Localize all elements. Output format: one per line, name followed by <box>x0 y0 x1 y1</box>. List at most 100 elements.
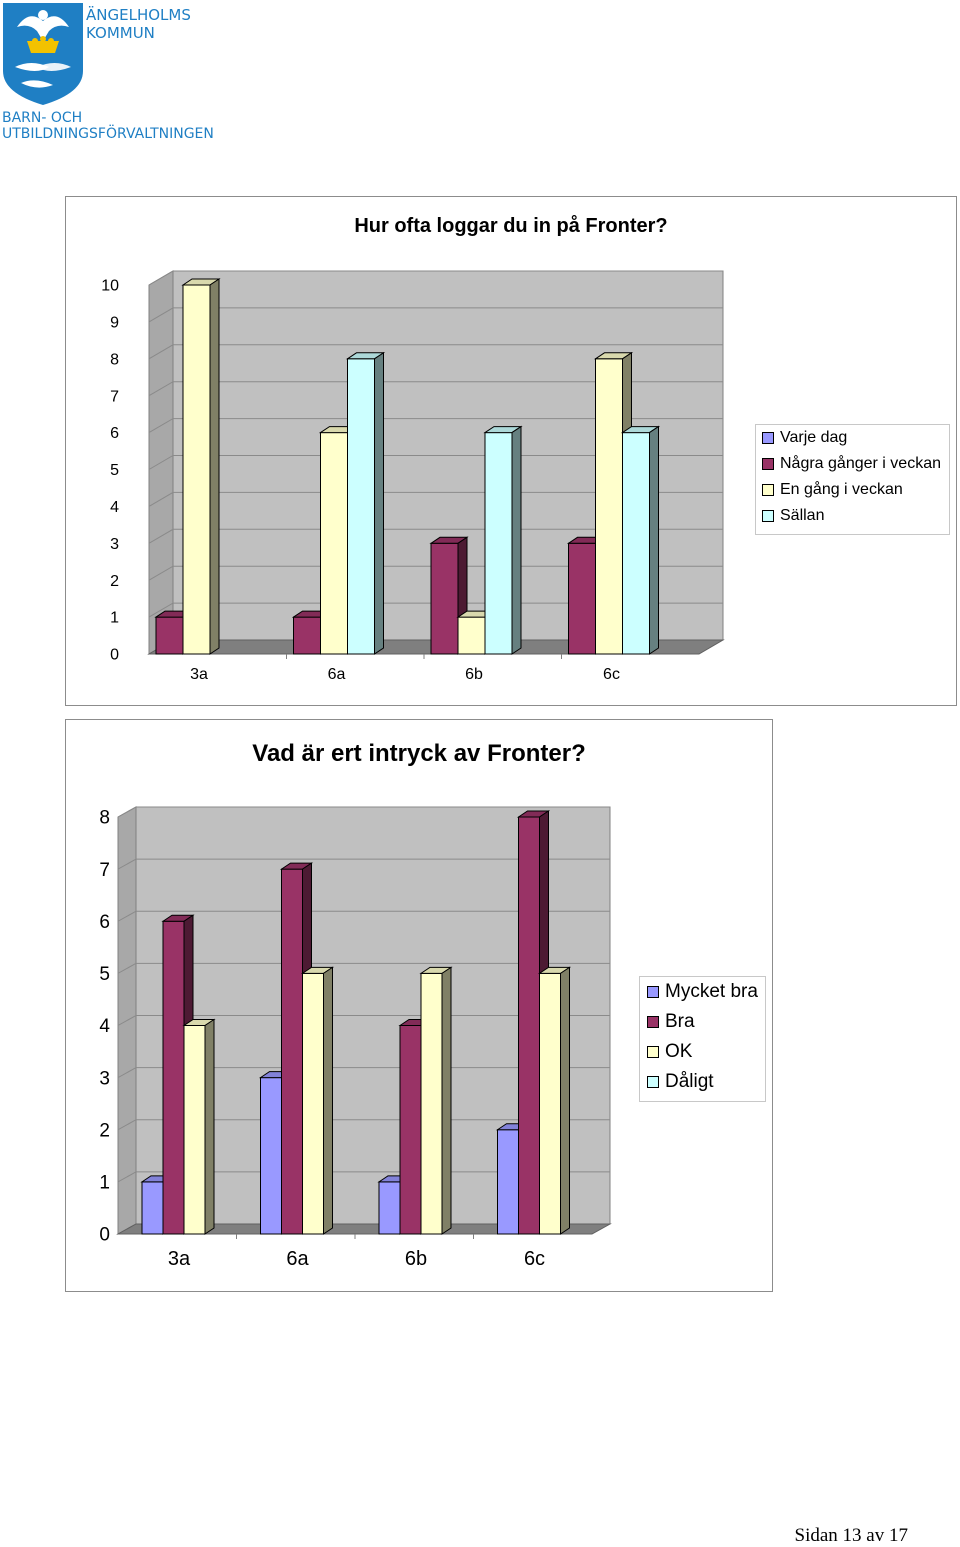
bar-6b-s-llan-side <box>511 425 522 655</box>
x-tick-label: 3a <box>190 666 208 683</box>
gridline <box>117 1067 610 1079</box>
impression-chart: Vad är ert intryck av Fronter? 0 1 2 3 4 5 6 7 8… <box>65 719 773 1292</box>
y-tick-label: 0 <box>99 1225 110 1246</box>
y-tick-label: 6 <box>110 425 119 442</box>
x-tick-label: 6c <box>524 1248 545 1270</box>
y-tick-label: 0 <box>110 647 119 664</box>
municipality-name: ÄNGELHOLMS KOMMUN <box>86 6 191 42</box>
bar-6b-s-llan <box>483 425 523 655</box>
legend-label: Mycket bra <box>665 981 758 1002</box>
legend-label: Bra <box>665 1011 695 1032</box>
gridline <box>117 962 610 974</box>
gridline <box>117 806 610 818</box>
legend-swatch <box>762 510 774 522</box>
gridline <box>117 858 610 870</box>
bar-6b-mycket-bra-front <box>378 1181 401 1235</box>
y-tick-label: 10 <box>101 278 119 295</box>
legend-item: Sällan <box>762 507 943 525</box>
legend-item: OK <box>647 1041 758 1063</box>
legend-swatch <box>762 458 774 470</box>
gridline <box>148 455 723 470</box>
legend-item: Varje dag <box>762 429 943 447</box>
department-name-line2: UTBILDNINGSFÖRVALTNINGEN <box>2 126 214 142</box>
gridline <box>148 418 723 434</box>
bar-3a-bra-front <box>162 920 185 1235</box>
legend-swatch <box>647 986 659 998</box>
chart-plot: 0 1 2 3 4 5 6 7 8 9 10 3a 6a 6b 6c <box>101 270 725 683</box>
municipality-name-line2: KOMMUN <box>86 24 155 42</box>
bar-6c-ok <box>537 966 572 1235</box>
legend-label: Sällan <box>780 507 825 524</box>
y-tick-label: 2 <box>110 573 119 590</box>
bar-6c-en-g-ng-i-veckan-front <box>595 358 623 655</box>
legend-swatch <box>647 1046 659 1058</box>
gridline <box>117 1015 610 1026</box>
x-tick-label: 6b <box>405 1248 427 1270</box>
bar-3a-ok-side <box>204 1018 215 1235</box>
y-tick-label: 5 <box>110 462 119 479</box>
bar-6b-s-llan-front <box>484 432 513 655</box>
coat-of-arms-icon <box>3 3 83 105</box>
gridline <box>117 1119 610 1131</box>
bar-6b-ok-side <box>441 966 452 1235</box>
y-tick-label: 4 <box>99 1016 110 1037</box>
bar-6b-n-gra-g-nger-i-veckan-front <box>430 542 459 655</box>
legend-item: Bra <box>647 1011 758 1033</box>
bar-6c-s-llan <box>620 425 661 655</box>
y-tick-label: 3 <box>110 536 119 553</box>
gridline <box>148 602 723 618</box>
chart-title: Vad är ert intryck av Fronter? <box>252 740 586 767</box>
bar-6c-s-llan-side <box>649 425 659 655</box>
chart-legend: Mycket bra Bra OK Dåligt <box>639 976 766 1102</box>
bar-6a-s-llan-front <box>347 358 375 655</box>
municipality-name-line1: ÄNGELHOLMS <box>86 6 191 24</box>
bar-6b-ok-front <box>420 972 443 1235</box>
gridline <box>148 491 723 507</box>
legend-swatch <box>762 484 774 496</box>
y-tick-label: 2 <box>99 1120 110 1141</box>
y-tick-label: 7 <box>99 860 110 881</box>
bar-6b-bra-front <box>399 1025 422 1235</box>
bar-6c-bra-front <box>518 816 540 1235</box>
department-name: BARN- OCH UTBILDNINGSFÖRVALTNINGEN <box>2 110 214 142</box>
gridline <box>148 270 723 286</box>
chart-plot: 0 1 2 3 4 5 6 7 8 3a 6a 6b 6c <box>99 806 612 1270</box>
bar-6a-bra-front <box>281 868 303 1235</box>
legend-item: Några gånger i veckan <box>762 455 943 473</box>
gridline <box>117 910 610 922</box>
gridline <box>148 307 723 323</box>
bar-3a-en-g-ng-i-veckan-front <box>182 284 211 655</box>
chart-title: Hur ofta loggar du in på Fronter? <box>354 215 668 237</box>
bar-6a-ok-front <box>302 972 324 1235</box>
y-tick-label: 9 <box>110 315 119 332</box>
y-tick-label: 4 <box>110 499 119 516</box>
bar-3a-mycket-bra-front <box>141 1181 164 1235</box>
legend-swatch <box>647 1076 659 1088</box>
bar-6a-n-gra-g-nger-i-veckan-front <box>293 616 321 655</box>
bar-6c-mycket-bra-front <box>497 1129 519 1235</box>
y-tick-label: 8 <box>99 808 110 829</box>
bar-6c-ok-front <box>539 972 561 1235</box>
legend-label: Några gånger i veckan <box>780 455 941 472</box>
bar-6a-en-g-ng-i-veckan-front <box>320 432 348 655</box>
x-tick-label: 6c <box>603 666 620 683</box>
login-frequency-chart: Hur ofta loggar du in på Fronter? 0 1 2 3 4 5… <box>65 196 957 706</box>
legend-label: Dåligt <box>665 1071 714 1092</box>
bar-6a-s-llan <box>345 351 386 655</box>
gridline <box>117 1171 610 1183</box>
gridline <box>148 381 723 397</box>
bar-6a-s-llan-side <box>374 351 384 655</box>
bar-6a-ok <box>300 966 335 1235</box>
legend-label: En gång i veckan <box>780 481 903 498</box>
x-tick-label: 6a <box>286 1248 309 1270</box>
legend-label: Varje dag <box>780 429 848 446</box>
bar-3a-n-gra-g-nger-i-veckan-front <box>155 616 184 655</box>
y-tick-label: 6 <box>99 912 110 933</box>
x-tick-label: 6b <box>465 666 483 683</box>
y-tick-label: 8 <box>110 351 119 368</box>
x-tick-label: 6a <box>328 666 346 683</box>
legend-item: Mycket bra <box>647 981 758 1003</box>
bar-6b-en-g-ng-i-veckan-front <box>457 616 486 655</box>
department-name-line1: BARN- OCH <box>2 110 83 126</box>
y-tick-label: 5 <box>99 964 110 985</box>
